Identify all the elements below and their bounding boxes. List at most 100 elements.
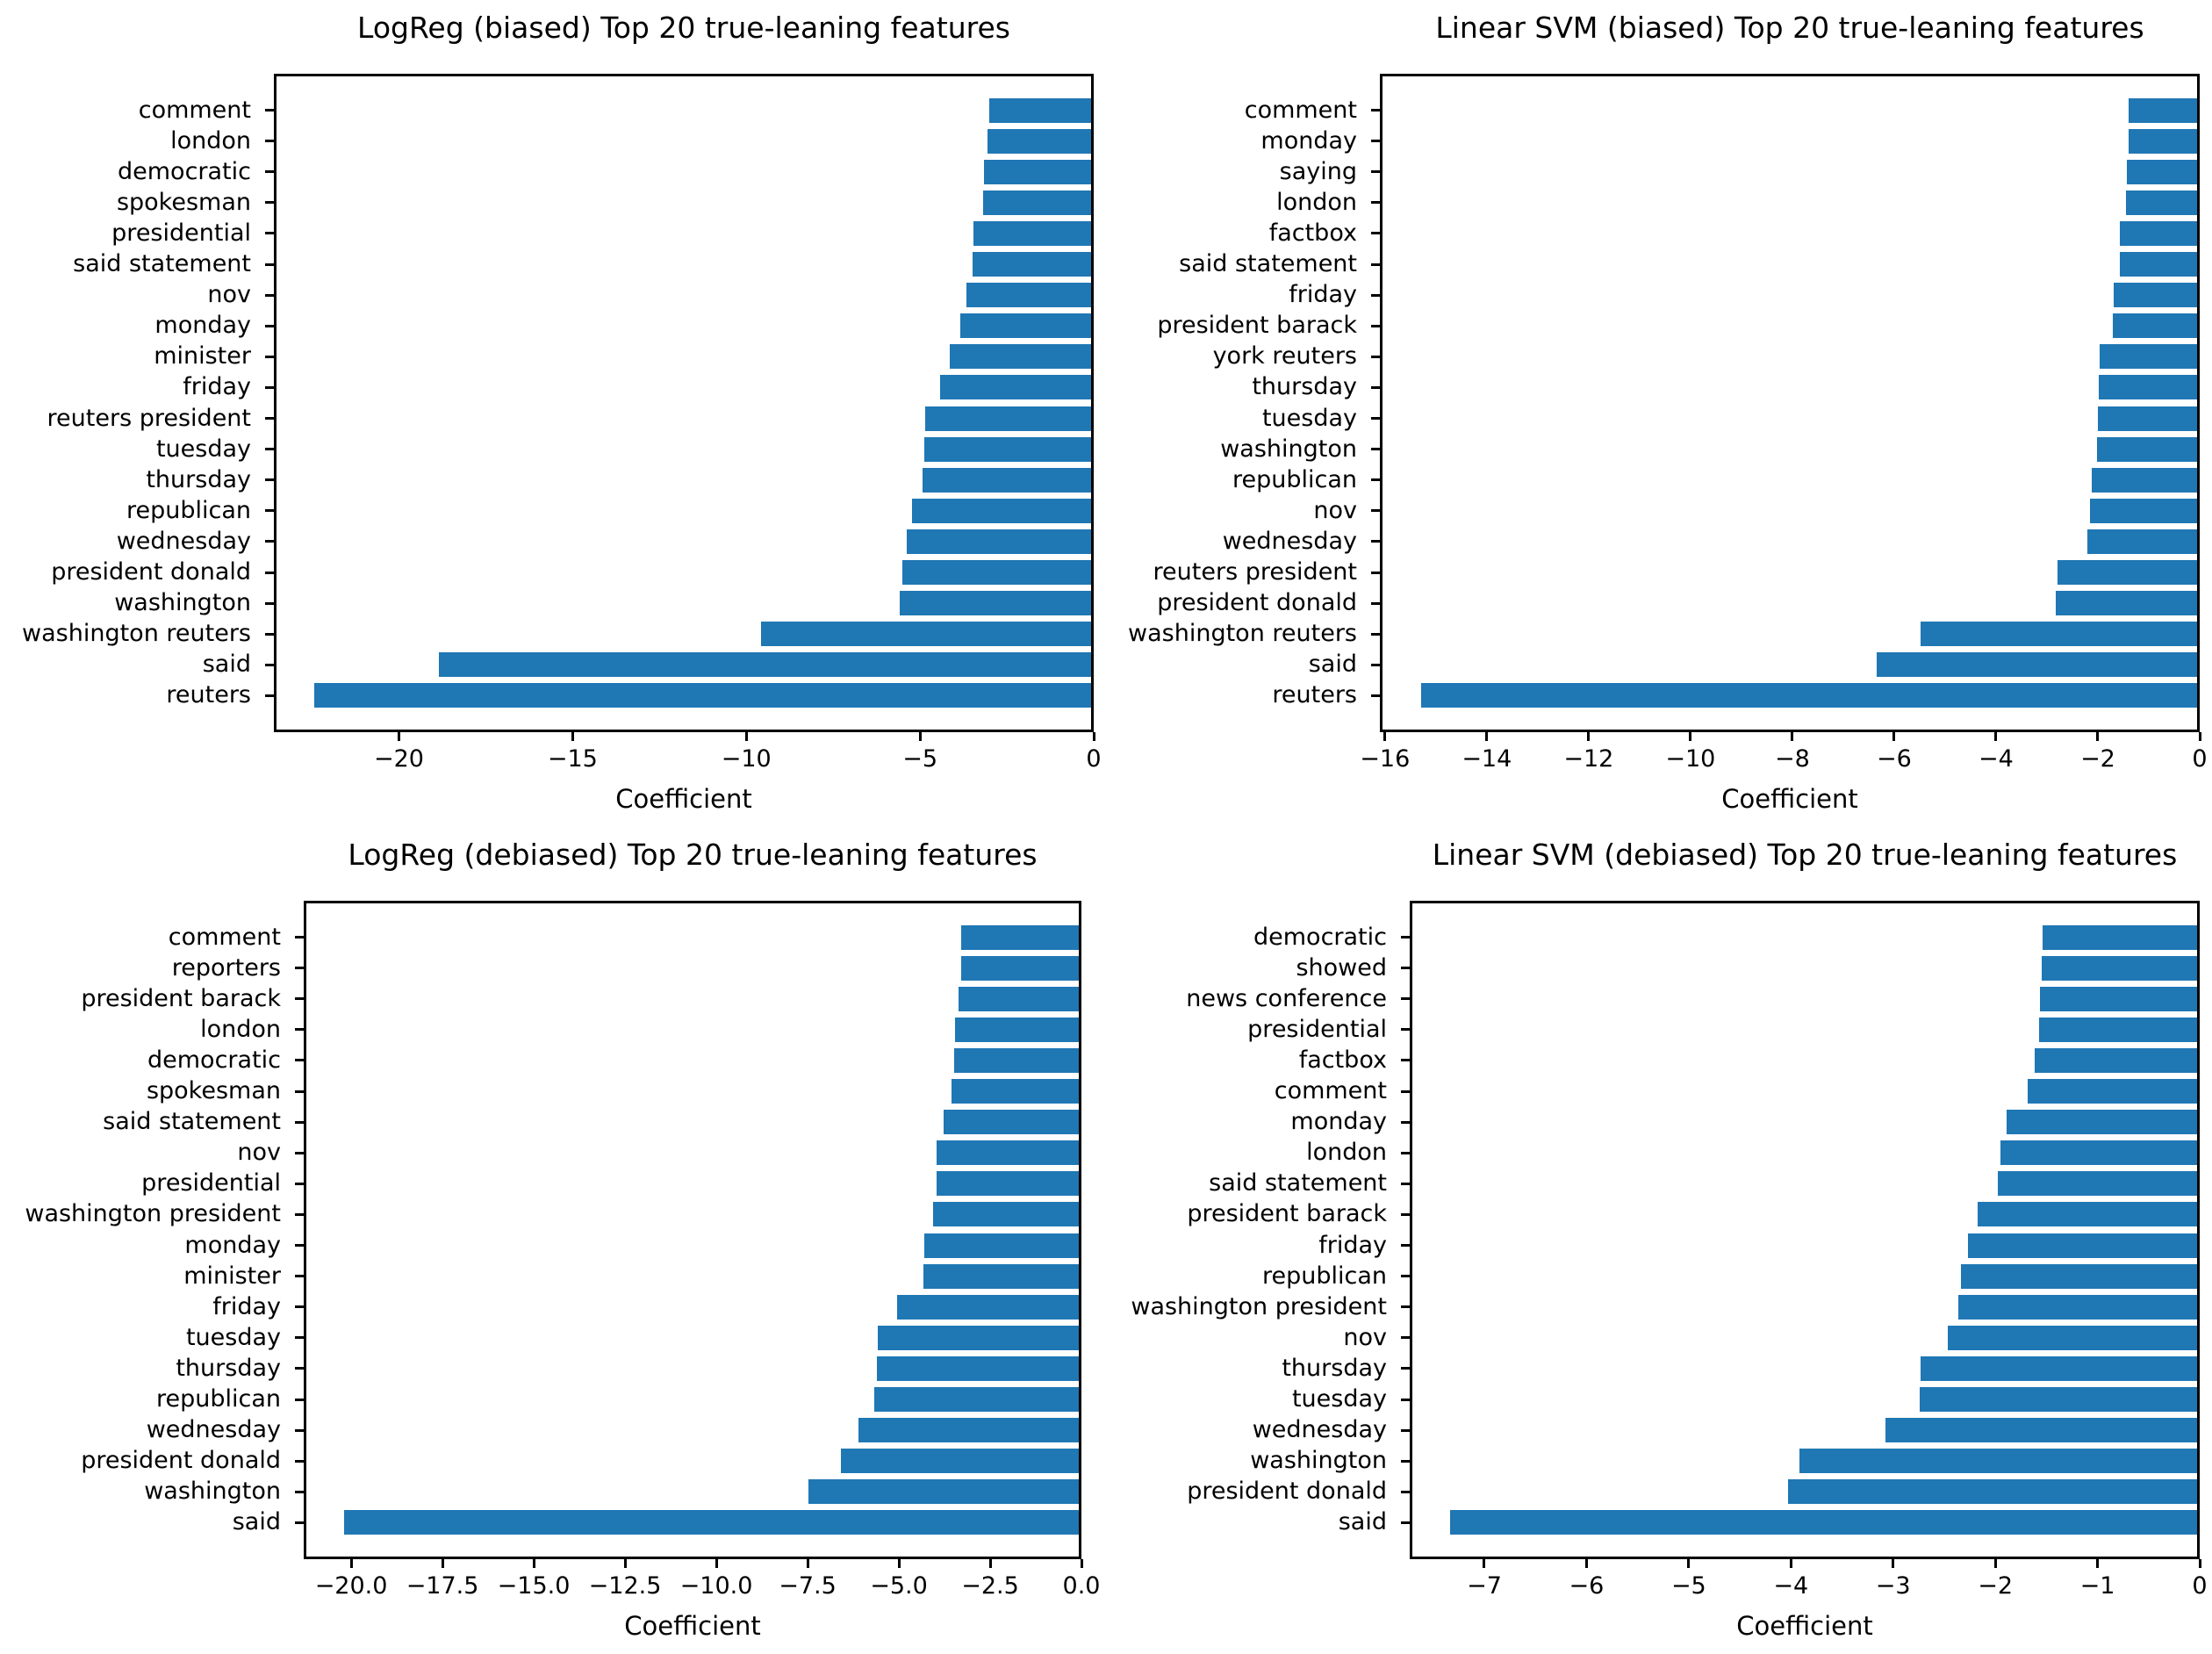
- bar: [2038, 1017, 2197, 1042]
- x-axis-title: Coefficient: [624, 1611, 761, 1641]
- y-tick-mark: [1401, 1336, 1410, 1340]
- y-tick-mark: [295, 1182, 304, 1185]
- x-tick-label: −3: [1875, 1572, 1911, 1600]
- y-tick-mark: [1371, 170, 1380, 174]
- y-tick-mark: [1371, 540, 1380, 543]
- y-tick-label: president barack: [81, 984, 281, 1012]
- y-tick-label: said statement: [103, 1108, 281, 1136]
- x-tick-label: 0: [1086, 745, 1102, 773]
- y-tick-label: reuters: [166, 681, 251, 709]
- x-tick-mark: [2198, 1559, 2201, 1568]
- x-tick-mark: [1092, 732, 1095, 741]
- y-tick-mark: [265, 385, 274, 389]
- bar: [2000, 1140, 2197, 1166]
- y-tick-label: washington: [144, 1478, 281, 1506]
- y-tick-label: nov: [237, 1139, 281, 1167]
- bar: [988, 128, 1091, 154]
- y-tick-label: washington: [114, 589, 251, 617]
- y-tick-mark: [295, 997, 304, 1001]
- y-tick-label: wednesday: [1222, 527, 1357, 555]
- bar: [989, 97, 1091, 123]
- bar: [1960, 1263, 2197, 1289]
- y-tick-mark: [295, 1028, 304, 1032]
- y-tick-label: spokesman: [116, 188, 251, 216]
- bar: [2034, 1047, 2197, 1073]
- y-tick-mark: [295, 1367, 304, 1370]
- x-tick-label: −14: [1462, 745, 1512, 773]
- x-tick-mark: [744, 732, 748, 741]
- bar: [2098, 375, 2197, 400]
- y-tick-label: minister: [154, 342, 251, 370]
- bar: [2006, 1110, 2197, 1135]
- y-tick-mark: [1401, 1151, 1410, 1154]
- y-tick-mark: [1371, 448, 1380, 451]
- y-tick-label: monday: [154, 312, 251, 340]
- y-tick-mark: [1401, 997, 1410, 1001]
- y-tick-mark: [265, 571, 274, 574]
- y-tick-mark: [1371, 601, 1380, 605]
- y-tick-mark: [1401, 1028, 1410, 1032]
- y-tick-mark: [265, 201, 274, 205]
- y-tick-label: comment: [138, 96, 251, 124]
- y-tick-mark: [295, 1212, 304, 1216]
- y-tick-mark: [1401, 1428, 1410, 1432]
- y-tick-mark: [265, 509, 274, 513]
- y-tick-label: washington: [1250, 1447, 1387, 1475]
- y-tick-label: said statement: [1209, 1169, 1387, 1197]
- bar: [923, 467, 1091, 493]
- x-tick-mark: [2096, 1559, 2100, 1568]
- bar: [936, 1171, 1079, 1197]
- chart-title: Linear SVM (debiased) Top 20 true-leanin…: [1432, 838, 2178, 872]
- y-tick-label: news conference: [1186, 984, 1387, 1012]
- y-tick-mark: [1371, 632, 1380, 636]
- bar: [937, 1140, 1079, 1166]
- bar: [2027, 1079, 2197, 1104]
- y-tick-label: president donald: [1157, 589, 1357, 617]
- y-tick-label: president donald: [1187, 1478, 1387, 1506]
- bar: [943, 1110, 1079, 1135]
- bar: [2039, 986, 2197, 1011]
- y-tick-label: tuesday: [1261, 404, 1357, 432]
- y-tick-label: comment: [168, 923, 281, 951]
- x-tick-mark: [1080, 1559, 1083, 1568]
- bar: [923, 1263, 1079, 1289]
- x-tick-label: −20: [373, 745, 424, 773]
- bar: [1998, 1171, 2197, 1197]
- y-tick-mark: [1371, 109, 1380, 112]
- y-tick-mark: [295, 1490, 304, 1493]
- bar: [932, 1202, 1079, 1227]
- x-tick-label: −20.0: [314, 1572, 388, 1600]
- y-tick-label: said: [202, 651, 251, 679]
- y-tick-mark: [265, 632, 274, 636]
- y-tick-mark: [265, 355, 274, 358]
- y-tick-mark: [265, 170, 274, 174]
- bar: [940, 375, 1091, 400]
- y-tick-mark: [265, 140, 274, 143]
- y-tick-label: president barack: [1187, 1200, 1387, 1228]
- x-tick-label: −7.5: [779, 1572, 837, 1600]
- y-tick-label: tuesday: [1291, 1385, 1387, 1413]
- y-tick-mark: [1401, 1521, 1410, 1524]
- y-tick-label: friday: [1318, 1231, 1387, 1259]
- bar: [344, 1510, 1079, 1535]
- bar: [876, 1356, 1079, 1381]
- bar: [966, 283, 1091, 308]
- y-tick-label: comment: [1244, 96, 1357, 124]
- x-tick-mark: [571, 732, 574, 741]
- y-tick-mark: [1371, 571, 1380, 574]
- chart-title: LogReg (debiased) Top 20 true-leaning fe…: [348, 838, 1038, 872]
- x-tick-mark: [1689, 732, 1692, 741]
- chart-logreg-debiased: LogReg (debiased) Top 20 true-leaning fe…: [0, 827, 1106, 1654]
- x-tick-mark: [715, 1559, 718, 1568]
- y-tick-label: democratic: [118, 157, 251, 185]
- y-tick-label: thursday: [176, 1354, 281, 1382]
- y-tick-label: said statement: [73, 250, 251, 278]
- bar: [2057, 560, 2197, 586]
- y-tick-label: washington president: [25, 1200, 281, 1228]
- bar: [925, 406, 1091, 431]
- x-tick-label: −4: [1773, 1572, 1809, 1600]
- bar: [896, 1294, 1079, 1320]
- chart-title: Linear SVM (biased) Top 20 true-leaning …: [1435, 11, 2144, 45]
- bar: [1885, 1418, 2197, 1443]
- plot-area: [274, 74, 1094, 732]
